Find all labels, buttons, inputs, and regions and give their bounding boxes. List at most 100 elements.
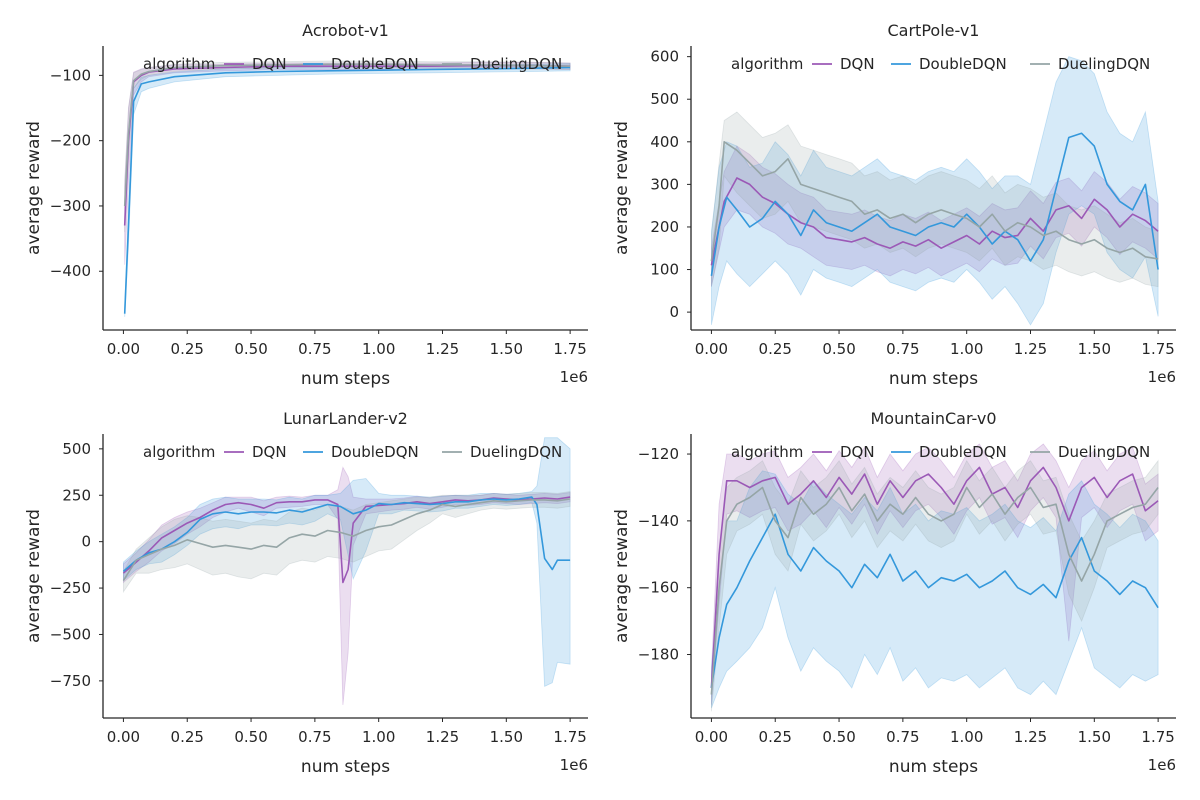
x-tick-label: 0.50 xyxy=(234,340,267,358)
confidence-band-doubledqn xyxy=(124,63,571,317)
y-tick-label: 0 xyxy=(669,303,679,321)
confidence-band-dqn xyxy=(123,466,571,706)
legend-label-duelingdqn: DuelingDQN xyxy=(470,443,562,461)
x-tick-label: 0.25 xyxy=(171,340,204,358)
x-tick-label: 1.00 xyxy=(950,728,983,746)
subplot-title: Acrobot-v1 xyxy=(302,21,389,40)
y-tick-label: −140 xyxy=(638,512,679,530)
y-axis-label: average reward xyxy=(24,121,44,255)
plot-area xyxy=(710,443,1159,712)
legend-title: algorithm xyxy=(143,443,215,461)
y-tick-label: −500 xyxy=(50,625,91,643)
y-tick-label: −200 xyxy=(50,132,91,150)
y-tick-label: 300 xyxy=(650,175,679,193)
confidence-band-dqn xyxy=(124,61,571,265)
legend-label-duelingdqn: DuelingDQN xyxy=(1058,443,1150,461)
x-axis-label: num steps xyxy=(301,757,390,777)
x-axis-label: num steps xyxy=(301,369,390,389)
x-tick-label: 1.75 xyxy=(553,728,586,746)
x-tick-label: 0.75 xyxy=(298,728,331,746)
legend-label-dqn: DQN xyxy=(840,443,875,461)
subplot-title: CartPole-v1 xyxy=(888,21,980,40)
x-tick-label: 0.00 xyxy=(695,340,728,358)
series-line-duelingdqn xyxy=(710,141,1159,262)
y-tick-label: −120 xyxy=(638,445,679,463)
confidence-band-duelingdqn xyxy=(123,491,571,594)
x-offset-label: 1e6 xyxy=(1148,756,1176,774)
x-tick-label: 0.00 xyxy=(695,728,728,746)
x-tick-label: 0.25 xyxy=(759,340,792,358)
x-axis-label: num steps xyxy=(889,369,978,389)
x-tick-label: 0.25 xyxy=(759,728,792,746)
confidence-band-doubledqn xyxy=(711,56,1159,326)
y-tick-label: 400 xyxy=(650,133,679,151)
series-line-dqn xyxy=(710,466,1159,688)
y-axis-label: average reward xyxy=(612,121,632,255)
legend-label-dqn: DQN xyxy=(252,443,287,461)
x-offset-label: 1e6 xyxy=(560,756,588,774)
y-tick-label: 100 xyxy=(650,261,679,279)
plot-area xyxy=(710,56,1159,326)
y-tick-label: −160 xyxy=(638,579,679,597)
x-tick-label: 1.75 xyxy=(553,340,586,358)
x-tick-label: 1.50 xyxy=(490,728,523,746)
series-line-duelingdqn xyxy=(122,498,571,582)
y-tick-label: 600 xyxy=(650,48,679,66)
x-tick-label: 1.25 xyxy=(1014,340,1047,358)
x-tick-label: 1.00 xyxy=(950,340,983,358)
plot-area xyxy=(123,60,571,317)
confidence-band-doubledqn xyxy=(711,470,1159,709)
x-tick-label: 1.50 xyxy=(1078,340,1111,358)
y-tick-label: 500 xyxy=(62,440,91,458)
x-tick-label: 0.00 xyxy=(107,728,140,746)
y-axis-label: average reward xyxy=(612,509,632,643)
series-line-doubledqn xyxy=(122,496,571,573)
x-tick-label: 0.00 xyxy=(107,340,140,358)
y-tick-label: 0 xyxy=(81,533,91,551)
subplot-title: LunarLander-v2 xyxy=(283,409,408,428)
series-line-doubledqn xyxy=(123,66,571,314)
legend: algorithm DQN DoubleDQN DuelingDQN xyxy=(143,443,562,461)
x-axis-label: num steps xyxy=(889,757,978,777)
series-line-doubledqn xyxy=(710,513,1159,689)
x-tick-label: 0.25 xyxy=(171,728,204,746)
subplot-2: CartPole-v1 0.00 0.25 0.50 0.75 1.00 1.25 1.50 1… xyxy=(612,21,1176,389)
legend-label-doubledqn: DoubleDQN xyxy=(331,55,419,73)
subplot-3: LunarLander-v2 0.00 0.25 0.50 0.75 1.00 1.25 1.… xyxy=(24,409,588,777)
legend: algorithm DQN DoubleDQN DuelingDQN xyxy=(731,443,1150,461)
y-tick-label: −250 xyxy=(50,579,91,597)
y-tick-label: 250 xyxy=(62,486,91,504)
y-tick-label: −750 xyxy=(50,672,91,690)
y-tick-label: −300 xyxy=(50,197,91,215)
x-offset-label: 1e6 xyxy=(1148,368,1176,386)
series-line-duelingdqn xyxy=(710,486,1159,695)
x-tick-label: 0.75 xyxy=(886,728,919,746)
legend-label-doubledqn: DoubleDQN xyxy=(919,443,1007,461)
legend-title: algorithm xyxy=(731,55,803,73)
x-tick-label: 0.50 xyxy=(234,728,267,746)
subplot-1: Acrobot-v1 0.00 0.25 0.50 0.75 1.00 1.25 1.50 1.… xyxy=(24,21,588,389)
x-tick-label: 1.50 xyxy=(490,340,523,358)
x-tick-label: 1.50 xyxy=(1078,728,1111,746)
legend-label-doubledqn: DoubleDQN xyxy=(919,55,1007,73)
x-tick-label: 1.00 xyxy=(362,340,395,358)
y-axis-label: average reward xyxy=(24,509,44,643)
series-line-duelingdqn xyxy=(123,63,571,207)
y-tick-label: 200 xyxy=(650,218,679,236)
x-tick-label: 1.75 xyxy=(1141,728,1174,746)
y-tick-label: −400 xyxy=(50,262,91,280)
confidence-band-duelingdqn xyxy=(711,459,1159,712)
series-line-doubledqn xyxy=(710,132,1159,277)
x-offset-label: 1e6 xyxy=(560,368,588,386)
series-line-dqn xyxy=(122,496,571,584)
x-tick-label: 0.50 xyxy=(822,340,855,358)
x-tick-label: 1.25 xyxy=(1014,728,1047,746)
legend-title: algorithm xyxy=(143,55,215,73)
plot-area xyxy=(122,437,571,706)
subplot-title: MountainCar-v0 xyxy=(870,409,996,428)
y-tick-label: −100 xyxy=(50,66,91,84)
x-tick-label: 1.00 xyxy=(362,728,395,746)
x-tick-label: 0.75 xyxy=(298,340,331,358)
x-tick-label: 0.50 xyxy=(822,728,855,746)
